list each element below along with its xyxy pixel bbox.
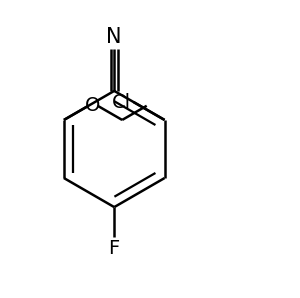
Text: Cl: Cl: [112, 93, 131, 111]
Text: O: O: [85, 96, 100, 115]
Text: F: F: [109, 239, 120, 258]
Text: N: N: [106, 27, 122, 47]
